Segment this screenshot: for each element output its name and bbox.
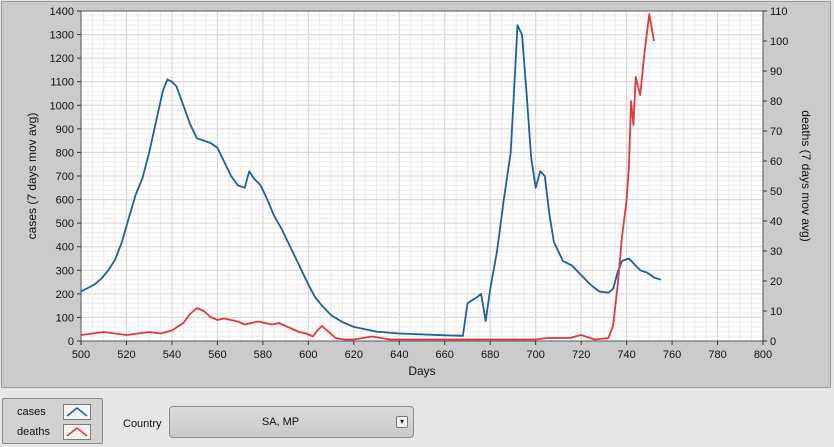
y-left-tick-label: 300 [56, 265, 74, 277]
legend-label-cases: cases [17, 406, 46, 418]
deaths-swatch-line [66, 426, 88, 437]
x-tick-label: 800 [754, 349, 772, 361]
y-left-tick-label: 1200 [50, 53, 74, 65]
y-left-tick-label: 0 [68, 336, 74, 348]
y-left-tick-label: 1400 [50, 6, 74, 18]
x-tick-label: 600 [299, 349, 317, 361]
legend-item-deaths: deaths [3, 423, 102, 443]
x-tick-label: 760 [663, 349, 681, 361]
y-left-tick-label: 1000 [50, 100, 74, 112]
y-left-tick-label: 700 [56, 171, 74, 183]
y-right-tick-label: 60 [770, 156, 782, 168]
y-right-tick-label: 30 [770, 246, 782, 258]
x-tick-label: 720 [572, 349, 590, 361]
x-tick-label: 580 [254, 349, 272, 361]
x-tick-label: 700 [526, 349, 544, 361]
y-right-tick-label: 80 [770, 96, 782, 108]
legend: cases deaths [2, 398, 103, 444]
line-chart: 500 520 540 560 580 600 620 640 660 680 700 720 740 7… [25, 6, 813, 378]
x-axis-title: Days [408, 364, 435, 378]
country-select[interactable]: SA, MP ▾ [169, 406, 414, 438]
y-right-tick-label: 50 [770, 186, 782, 198]
y-left-axis-title: cases (7 days mov avg) [25, 113, 39, 240]
chevron-down-icon: ▾ [396, 416, 408, 428]
x-tick-label: 540 [163, 349, 181, 361]
y-left-tick-label: 200 [56, 289, 74, 301]
x-tick-label: 500 [72, 349, 90, 361]
y-right-tick-label: 10 [770, 306, 782, 318]
y-right-tick-label: 70 [770, 126, 782, 138]
y-right-tick-label: 90 [770, 66, 782, 78]
deaths-swatch-icon [63, 424, 91, 440]
chart-panel: 500 520 540 560 580 600 620 640 660 680 700 720 740 7… [1, 1, 831, 388]
x-tick-label: 740 [617, 349, 635, 361]
y-left-tick-label: 600 [56, 195, 74, 207]
cases-swatch-line [66, 406, 88, 417]
y-left-tick-label: 800 [56, 147, 74, 159]
legend-item-cases: cases [3, 403, 102, 423]
country-select-value: SA, MP [261, 416, 300, 428]
x-tick-label: 660 [436, 349, 454, 361]
x-tick-label: 520 [117, 349, 135, 361]
legend-label-deaths: deaths [17, 426, 51, 438]
y-right-tick-label: 20 [770, 276, 782, 288]
y-left-tick-label: 400 [56, 242, 74, 254]
country-label: Country [123, 418, 162, 430]
y-left-tick-label: 500 [56, 218, 74, 230]
y-right-tick-label: 100 [770, 36, 788, 48]
series-line-cases [80, 24, 661, 337]
cases-swatch-icon [63, 404, 91, 420]
y-right-tick-label: 0 [770, 336, 776, 348]
y-left-tick-label: 900 [56, 124, 74, 136]
y-left-tick-label: 1100 [50, 77, 74, 89]
x-tick-label: 560 [208, 349, 226, 361]
x-tick-label: 780 [708, 349, 726, 361]
x-tick-label: 640 [390, 349, 408, 361]
x-tick-label: 620 [345, 349, 363, 361]
y-right-tick-label: 40 [770, 216, 782, 228]
y-right-tick-label: 110 [770, 6, 788, 18]
x-tick-label: 680 [481, 349, 499, 361]
series-line-deaths [80, 13, 655, 341]
y-left-tick-label: 100 [56, 312, 74, 324]
y-right-axis-title: deaths (7 days mov avg) [799, 110, 813, 241]
y-left-tick-label: 1300 [50, 30, 74, 42]
